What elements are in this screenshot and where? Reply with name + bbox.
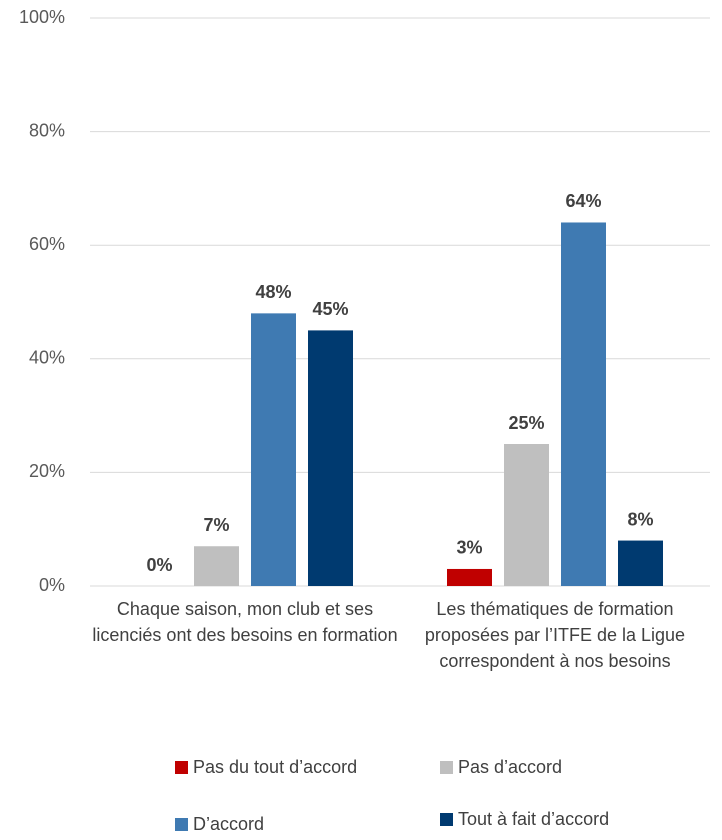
- legend-swatch: [440, 761, 453, 774]
- legend-swatch: [175, 818, 188, 831]
- y-tick-label: 60%: [29, 234, 65, 254]
- bar: [251, 313, 296, 586]
- value-label: 8%: [627, 509, 653, 529]
- y-tick-label: 80%: [29, 120, 65, 140]
- legend-swatch: [440, 813, 453, 826]
- value-label: 45%: [312, 299, 348, 319]
- legend-label: Tout à fait d’accord: [458, 809, 609, 829]
- value-label: 64%: [565, 191, 601, 211]
- legend-label: D’accord: [193, 814, 264, 834]
- bar: [308, 330, 353, 586]
- x-tick-label: Les thématiques de formation proposées p…: [424, 599, 686, 671]
- legend-swatch: [175, 761, 188, 774]
- bar: [194, 546, 239, 586]
- value-label: 3%: [456, 538, 482, 558]
- bar: [447, 568, 492, 586]
- y-tick-label: 100%: [19, 7, 65, 27]
- x-tick-label: Chaque saison, mon club et ses licenciés…: [92, 599, 398, 645]
- y-tick-label: 0%: [39, 575, 65, 595]
- legend-label: Pas du tout d’accord: [193, 757, 357, 777]
- bar: [618, 540, 663, 586]
- legend-label: Pas d’accord: [458, 757, 562, 777]
- bar: [561, 222, 606, 587]
- x-label-box: Les thématiques de formation proposées p…: [424, 599, 686, 671]
- y-tick-label: 20%: [29, 461, 65, 481]
- bar: [504, 444, 549, 586]
- x-label-box: Chaque saison, mon club et ses licenciés…: [92, 599, 398, 645]
- value-label: 48%: [255, 282, 291, 302]
- value-label: 0%: [146, 555, 172, 575]
- value-label: 7%: [203, 515, 229, 535]
- value-label: 25%: [508, 413, 544, 433]
- y-tick-label: 40%: [29, 348, 65, 368]
